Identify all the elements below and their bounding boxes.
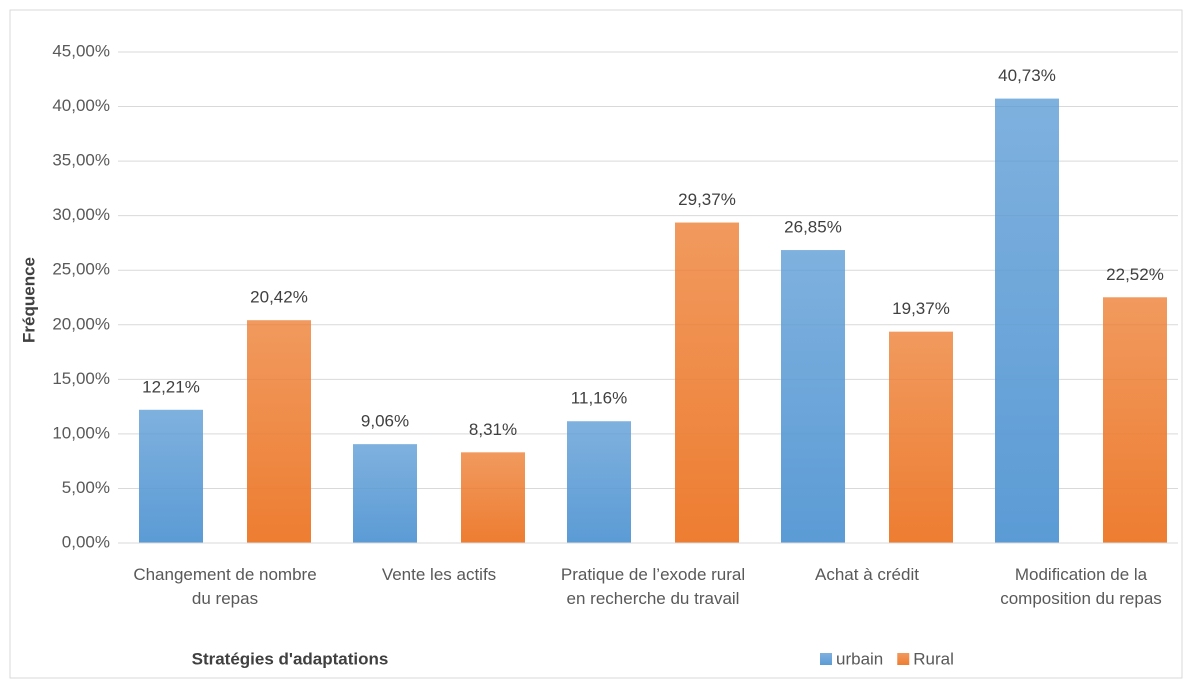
data-label: 11,16% [571, 389, 627, 408]
bar [139, 409, 203, 543]
y-tick-label: 25,00% [52, 260, 110, 279]
bar [567, 421, 631, 543]
data-label: 12,21% [142, 377, 200, 396]
y-tick-label: 5,00% [62, 478, 110, 497]
bar [675, 222, 739, 544]
x-tick-label: Modification de la composition du repas [1000, 565, 1162, 608]
x-tick-label: Changement de nombre du repas [133, 565, 317, 608]
legend-label: urbain [836, 649, 883, 668]
bar [781, 250, 845, 543]
y-axis-title: Fréquence [19, 257, 38, 343]
chart-border [9, 9, 1183, 679]
x-tick-label: Pratique de l’exode rural en recherche d… [560, 565, 746, 608]
data-label: 29,37% [678, 190, 736, 209]
y-tick-label: 0,00% [62, 532, 110, 551]
data-label: 20,42% [250, 288, 308, 307]
y-tick-label: 20,00% [52, 314, 110, 333]
data-label: 22,52% [1106, 265, 1164, 284]
bar [889, 331, 953, 543]
x-tick-label: Achat à crédit [815, 565, 919, 584]
data-label: 19,37% [892, 299, 950, 318]
y-tick-label: 40,00% [52, 96, 110, 115]
x-axis-title: Stratégies d'adaptations [192, 649, 389, 668]
y-tick-label: 35,00% [52, 151, 110, 170]
y-tick-label: 45,00% [52, 41, 110, 60]
x-tick-label: Vente les actifs [381, 565, 497, 584]
legend-swatch [820, 653, 832, 665]
y-tick-label: 30,00% [52, 205, 110, 224]
bar [995, 98, 1059, 543]
bar [1103, 297, 1167, 543]
bar [353, 444, 417, 543]
legend-swatch [897, 653, 910, 665]
data-label: 9,06% [361, 412, 409, 431]
data-label: 26,85% [784, 218, 842, 237]
data-label: 40,73% [998, 66, 1056, 85]
y-tick-label: 10,00% [52, 423, 110, 442]
legend-label: Rural [913, 649, 954, 668]
bar [247, 320, 311, 543]
bar [461, 452, 525, 543]
data-label: 8,31% [469, 420, 517, 439]
y-tick-label: 15,00% [52, 369, 110, 388]
